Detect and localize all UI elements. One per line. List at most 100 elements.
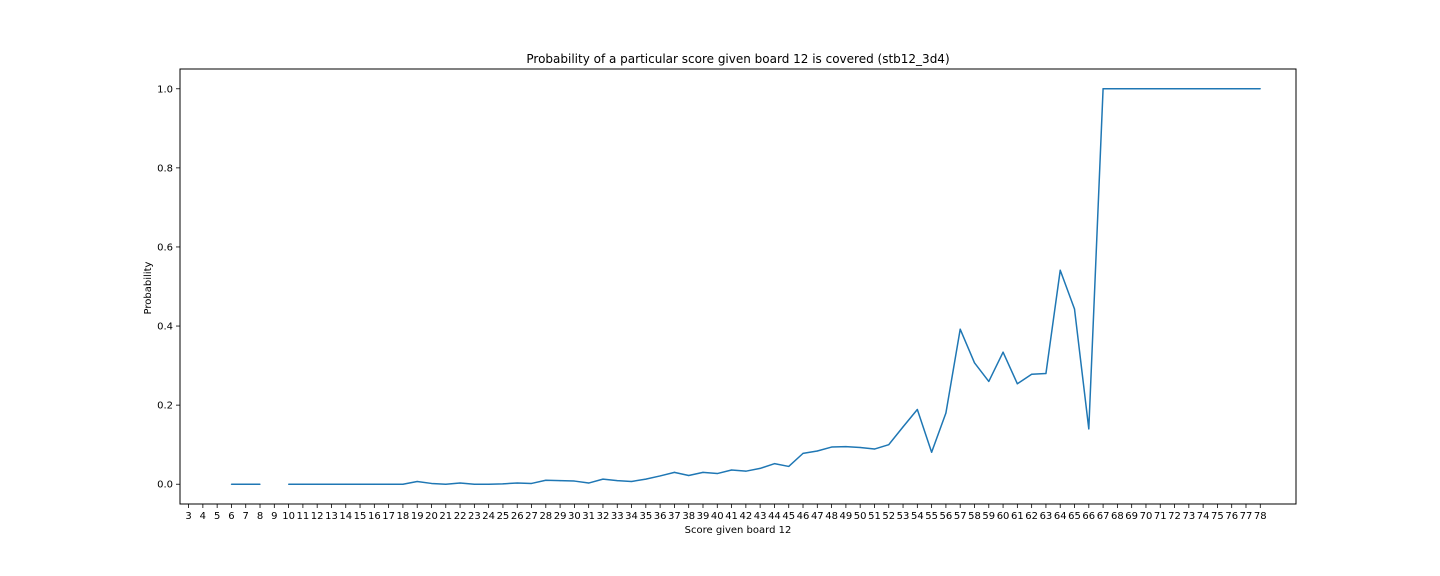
x-tick-label: 55 (925, 511, 938, 522)
x-tick-label: 59 (982, 511, 995, 522)
data-point (1131, 88, 1133, 90)
plot-area (230, 88, 1261, 485)
x-tick-label: 32 (597, 511, 610, 522)
data-point (445, 483, 447, 485)
x-tick-label: 28 (539, 511, 552, 522)
data-point (702, 471, 704, 473)
x-tick-label: 63 (1040, 511, 1053, 522)
data-point (859, 446, 861, 449)
x-tick-label: 36 (654, 511, 667, 522)
x-tick-label: 77 (1240, 511, 1253, 522)
x-tick-label: 45 (782, 511, 795, 522)
x-tick-label: 26 (511, 511, 524, 522)
x-tick-label: 57 (954, 511, 967, 522)
x-tick-label: 15 (354, 511, 367, 522)
x-tick-label: 69 (1125, 511, 1138, 522)
data-point (630, 480, 633, 483)
x-tick-label: 48 (825, 511, 838, 522)
x-tick-label: 29 (554, 511, 567, 522)
data-point (1145, 88, 1147, 90)
data-point (245, 483, 247, 485)
x-tick-label: 64 (1054, 511, 1067, 522)
data-point (888, 444, 890, 446)
x-tick-label: 33 (611, 511, 624, 522)
x-tick-label: 6 (228, 511, 234, 522)
data-point (1102, 88, 1104, 90)
x-tick-label: 70 (1140, 511, 1153, 522)
x-tick-label: 72 (1168, 511, 1181, 522)
y-tick-label: 0.6 (157, 242, 173, 253)
data-point (1059, 269, 1061, 271)
x-tick-label: 62 (1025, 511, 1038, 522)
x-tick-label: 31 (582, 511, 595, 522)
x-tick-label: 3 (185, 511, 191, 522)
x-tick-label: 12 (311, 511, 324, 522)
data-point (302, 483, 304, 485)
x-tick-label: 78 (1254, 511, 1267, 522)
data-point (1159, 88, 1161, 90)
data-point (1045, 372, 1047, 375)
x-tick-label: 17 (382, 511, 395, 522)
x-tick-label: 7 (243, 511, 249, 522)
data-point (345, 483, 347, 485)
y-tick-label: 0.4 (157, 322, 173, 333)
data-point (616, 480, 618, 482)
data-point (1173, 88, 1176, 90)
data-point (330, 483, 333, 485)
x-tick-label: 51 (868, 511, 881, 522)
data-point (788, 465, 790, 468)
data-point (1088, 428, 1090, 430)
x-tick-label: 58 (968, 511, 981, 522)
data-point (873, 448, 876, 450)
x-tick-label: 49 (840, 511, 853, 522)
x-tick-label: 11 (297, 511, 310, 522)
data-point (1259, 88, 1261, 90)
x-tick-label: 50 (854, 511, 867, 522)
data-point (1031, 373, 1033, 375)
x-tick-label: 74 (1197, 511, 1210, 522)
x-tick-label: 52 (882, 511, 895, 522)
data-point (1202, 88, 1204, 90)
data-point (931, 451, 933, 453)
data-point (816, 450, 818, 452)
x-tick-label: 65 (1068, 511, 1081, 522)
data-point (1073, 308, 1076, 310)
y-tick-label: 0.8 (157, 163, 173, 174)
x-tick-label: 43 (754, 511, 767, 522)
x-tick-label: 14 (339, 511, 352, 522)
data-point (388, 483, 390, 485)
data-point (288, 483, 290, 485)
data-point (759, 467, 761, 470)
x-tick-label: 4 (200, 511, 206, 522)
x-tick-label: 18 (397, 511, 410, 522)
data-point (645, 478, 647, 480)
data-point (1188, 88, 1190, 90)
x-tick-label: 38 (682, 511, 695, 522)
x-tick-label: 25 (497, 511, 510, 522)
data-point (773, 463, 776, 465)
data-point (845, 446, 847, 448)
data-point (916, 408, 918, 411)
x-tick-label: 73 (1182, 511, 1195, 522)
data-point (1116, 88, 1118, 90)
data-point (488, 483, 490, 485)
data-point (402, 483, 404, 485)
x-tick-label: 21 (439, 511, 452, 522)
data-point (1216, 88, 1219, 90)
x-tick-label: 60 (997, 511, 1010, 522)
x-tick-label: 54 (911, 511, 924, 522)
data-point (688, 474, 690, 477)
x-tick-label: 75 (1211, 511, 1224, 522)
data-point (316, 483, 318, 485)
x-tick-label: 46 (797, 511, 810, 522)
y-tick-label: 1.0 (157, 84, 173, 95)
x-axis: 3 4 5 6 7 8 9 10 11 12 13 14 15 16 17 18 19 20 21 22 23 24 25 2… (185, 504, 1267, 522)
x-tick-label: 10 (282, 511, 295, 522)
data-point (573, 480, 575, 482)
data-point (502, 483, 504, 485)
data-point (988, 380, 990, 383)
data-point (1231, 88, 1233, 90)
data-point (945, 412, 947, 414)
data-point (831, 446, 833, 448)
